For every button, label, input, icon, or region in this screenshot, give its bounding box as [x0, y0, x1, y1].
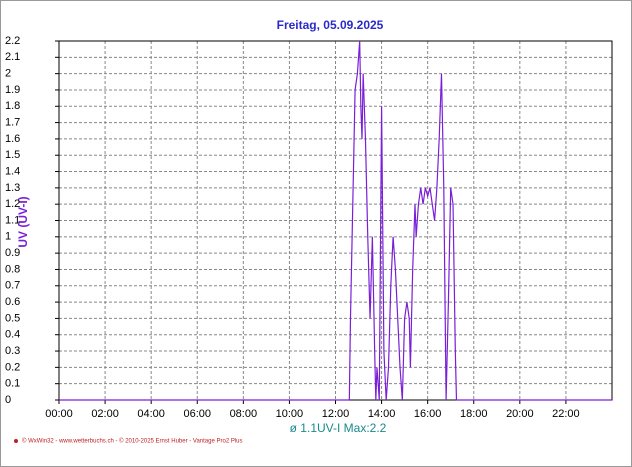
y-tick-label: 1.7	[5, 116, 20, 128]
x-tick-label: 06:00	[183, 408, 211, 420]
y-tick-label: 0.7	[5, 280, 20, 292]
x-tick-label: 22:00	[552, 408, 580, 420]
y-tick-label: 0	[5, 394, 11, 406]
y-tick-label: 0.1	[5, 378, 20, 390]
x-tick-label: 12:00	[322, 408, 350, 420]
chart-title: Freitag, 05.09.2025	[277, 18, 384, 32]
y-tick-label: 1.4	[5, 165, 20, 177]
y-tick-label: 1.5	[5, 149, 20, 161]
y-tick-label: 0.6	[5, 296, 20, 308]
credit-dot	[14, 439, 18, 443]
y-tick-label: 2	[5, 68, 11, 80]
y-tick-label: 1.6	[5, 133, 20, 145]
x-tick-label: 00:00	[45, 408, 73, 420]
data-line	[59, 40, 612, 401]
x-tick-label: 10:00	[276, 408, 304, 420]
x-tick-label: 20:00	[506, 408, 534, 420]
x-tick-label: 14:00	[368, 408, 396, 420]
y-tick-label: 1.8	[5, 100, 20, 112]
y-tick-label: 1.9	[5, 84, 20, 96]
y-tick-label: 2.2	[5, 35, 20, 47]
annotation: ø 1.1UV-I Max:2.2	[290, 421, 387, 435]
x-tick-label: 18:00	[460, 408, 488, 420]
y-tick-label: 1.1	[5, 214, 20, 226]
y-tick-label: 0.3	[5, 345, 20, 357]
y-tick-label: 2.1	[5, 51, 20, 63]
x-tick-label: 04:00	[137, 408, 165, 420]
y-tick-label: 0.9	[5, 247, 20, 259]
y-tick-label: 1.3	[5, 182, 20, 194]
credit: © WxWin32 - www.wetterbuchs.ch - © 2010-…	[22, 438, 243, 445]
x-tick-label: 08:00	[230, 408, 258, 420]
y-tick-label: 1.2	[5, 198, 20, 210]
y-tick-label: 0.5	[5, 312, 20, 324]
y-tick-label: 0.4	[5, 329, 20, 341]
y-tick-label: 1	[5, 231, 11, 243]
x-tick-label: 16:00	[414, 408, 442, 420]
y-axis-label: UV (UV-I)	[16, 196, 30, 247]
x-tick-label: 02:00	[91, 408, 119, 420]
y-tick-label: 0.2	[5, 361, 20, 373]
y-tick-label: 0.8	[5, 263, 20, 275]
